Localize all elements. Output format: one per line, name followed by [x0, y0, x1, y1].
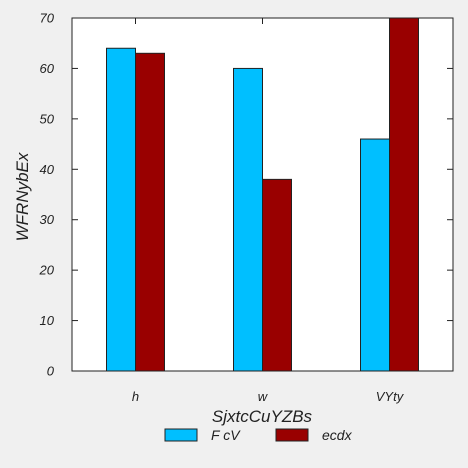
- legend: F cV ecdx: [164, 427, 353, 443]
- x-tick-label: h: [132, 389, 139, 404]
- legend-label: ecdx: [322, 427, 353, 443]
- y-tick-label: 30: [40, 212, 55, 227]
- y-tick-label: 10: [40, 313, 55, 328]
- legend-swatch: [164, 428, 198, 442]
- y-tick-label: 50: [40, 111, 55, 126]
- bar-series-1-VYty: [360, 138, 390, 372]
- bars-group: [106, 17, 419, 372]
- y-tick-label: 70: [40, 11, 55, 26]
- y-tick-label: 0: [47, 364, 55, 379]
- y-tick-label: 40: [40, 162, 55, 177]
- y-tick-label: 60: [40, 61, 55, 76]
- x-tick-label: w: [258, 389, 269, 404]
- bar-series-2-w: [262, 178, 292, 372]
- x-axis-ticks: h w VYty: [132, 18, 405, 404]
- bar-series-1-h: [106, 47, 136, 372]
- y-axis-ticks: 0 10 20 30 40 50 60 70: [39, 11, 453, 379]
- legend-label: F cV: [211, 427, 241, 443]
- x-axis-title: SjxtcCuYZBs: [212, 407, 313, 426]
- bar-series-1-w: [233, 67, 263, 372]
- y-tick-label: 20: [39, 263, 55, 278]
- bar-series-2-h: [135, 52, 165, 372]
- y-axis-title: WFRNybEx: [13, 152, 32, 241]
- legend-swatch: [275, 428, 309, 442]
- bar-series-2-VYty: [389, 17, 419, 372]
- x-tick-label: VYty: [376, 389, 405, 404]
